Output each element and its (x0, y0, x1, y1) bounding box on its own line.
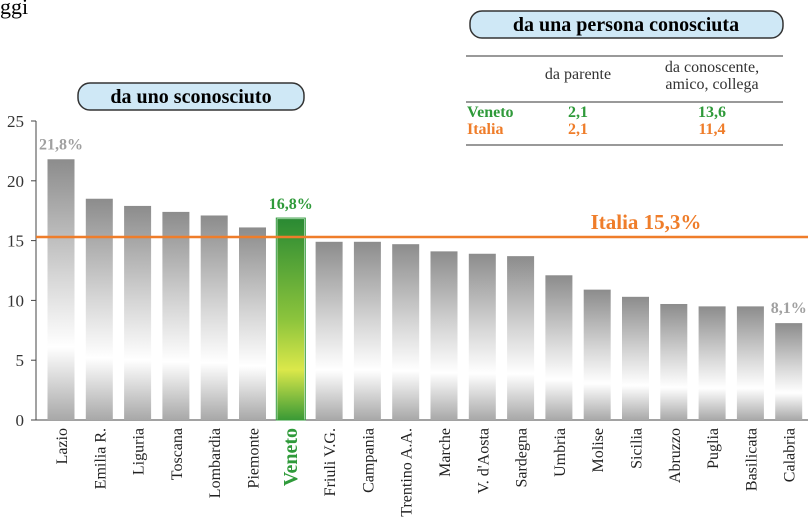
x-tick-label: Campania (360, 428, 377, 493)
table-title: da una persona conosciuta (513, 14, 739, 36)
x-tick-label: Toscana (169, 428, 186, 480)
y-tick-label: 15 (7, 232, 24, 251)
y-tick-label: 20 (7, 172, 24, 191)
bar (47, 159, 75, 420)
x-tick-label: Sicilia (629, 428, 646, 469)
title-fragment: ggi (0, 0, 28, 19)
x-tick-label: Calabria (782, 428, 799, 482)
data-label: 21,8% (39, 136, 83, 153)
y-tick-label: 0 (16, 411, 25, 430)
x-tick-label: Abruzzo (667, 428, 684, 483)
x-tick-label: V. d'Aosta (475, 428, 492, 494)
y-tick-label: 25 (7, 112, 24, 131)
bar (239, 227, 266, 420)
bar (622, 296, 649, 420)
data-label: 8,1% (771, 300, 807, 317)
table-cell: 2,1 (568, 121, 588, 138)
x-tick-label: Veneto (280, 428, 302, 486)
x-tick-label: Trentino A.A. (399, 428, 416, 517)
x-tick-label: Molise (590, 428, 607, 472)
x-tick-label: Lombardia (207, 428, 224, 498)
x-tick-label: Umbria (552, 428, 569, 477)
x-tick-label: Piemonte (246, 428, 263, 488)
x-tick-label: Emilia R. (92, 428, 109, 489)
x-tick-label: Liguria (131, 428, 148, 475)
x-tick-label: Basilicata (743, 428, 760, 491)
bar (162, 211, 190, 420)
bar (277, 219, 305, 420)
table-cell: 11,4 (698, 121, 726, 138)
bar (736, 306, 764, 420)
bar (583, 289, 611, 420)
x-tick-label: Lazio (54, 428, 71, 464)
data-label: 16,8% (269, 196, 313, 213)
y-tick-label: 5 (16, 351, 25, 370)
bar (468, 253, 496, 420)
table-cell: Veneto (467, 104, 514, 121)
bar (698, 306, 726, 420)
subtitle-box (77, 82, 305, 111)
bar (430, 251, 458, 420)
table-cell: Italia (467, 121, 504, 138)
bar (124, 205, 152, 420)
table-cell: 2,1 (568, 104, 588, 121)
y-tick-label: 10 (7, 291, 24, 310)
bar (85, 198, 113, 420)
bar (775, 323, 803, 420)
table-title-box (469, 10, 784, 39)
table-cell: 13,6 (698, 104, 726, 121)
bar (200, 215, 228, 420)
x-tick-label: Puglia (705, 428, 722, 469)
bar (660, 303, 688, 420)
bar (353, 241, 381, 420)
bar (392, 244, 420, 420)
x-tick-label: Sardegna (514, 428, 531, 488)
x-tick-label: Marche (437, 428, 454, 477)
bar (315, 241, 343, 420)
subtitle: da uno sconosciuto (110, 86, 271, 108)
bar (507, 256, 535, 420)
table-cell: da conoscente, amico, collega (664, 59, 760, 93)
reference-label: Italia 15,3% (591, 210, 702, 234)
x-tick-label: Friuli V.G. (322, 428, 339, 496)
bar (545, 275, 573, 420)
table-cell: da parente (544, 66, 612, 83)
